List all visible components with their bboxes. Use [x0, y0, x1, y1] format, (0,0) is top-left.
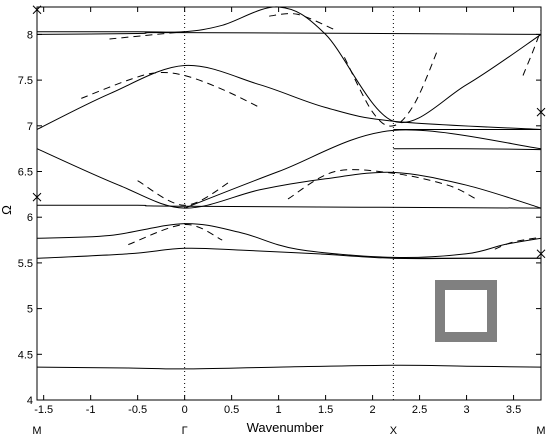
x-tick-label: 2.5 — [412, 404, 427, 416]
solid-series-line — [36, 148, 542, 209]
dashed-series-line — [343, 47, 439, 127]
inset-inner-hole — [445, 290, 487, 332]
dashed-series-line — [128, 223, 223, 246]
solid-series-line — [36, 223, 542, 259]
inset-square-frame — [435, 280, 497, 342]
x-marker — [32, 5, 42, 15]
solid-series-line — [36, 64, 542, 130]
x-axis-label: Wavenumber — [247, 420, 324, 435]
x-tick-label: 1 — [276, 404, 282, 416]
x-tick-label: 3.5 — [506, 404, 521, 416]
x-marker — [32, 192, 42, 202]
dashed-series-line — [137, 180, 232, 206]
x-tick-label: -0.5 — [128, 404, 147, 416]
tick-layer: -1.5 -1 -0.5 0 0.5 1 1.5 2 2.5 3 3.5 4 4.5 5 5.5 6 6.5 7 7… — [18, 7, 546, 437]
y-tick-label: 4.5 — [18, 349, 33, 361]
x-tick-label: 3 — [464, 404, 470, 416]
marker-layer — [32, 5, 546, 259]
x-tick-label: 1.5 — [318, 404, 333, 416]
solid-series-line — [36, 204, 542, 209]
y-tick-label: 5.5 — [18, 258, 33, 270]
symmetry-point-label: M — [536, 425, 545, 437]
solid-series-line — [393, 148, 542, 151]
dashed-series-line — [287, 169, 477, 200]
y-tick-label: 7.5 — [18, 75, 33, 87]
series-layer — [36, 6, 542, 370]
x-tick-label: 0.5 — [224, 404, 239, 416]
x-tick-label: -1 — [86, 404, 96, 416]
x-marker — [536, 249, 546, 259]
dashed-series-line — [494, 236, 542, 250]
dashed-series-line — [81, 72, 261, 108]
x-marker — [536, 107, 546, 117]
solid-series-line — [184, 129, 542, 209]
y-tick-label: 7 — [27, 121, 33, 133]
x-tick-label: 2 — [370, 404, 376, 416]
solid-series-line — [37, 6, 542, 124]
y-tick-label: 6.5 — [18, 167, 33, 179]
y-tick-label: 8 — [27, 29, 33, 41]
x-tick-label: 0 — [182, 404, 188, 416]
plot-area — [36, 6, 542, 401]
symmetry-point-label: M — [32, 425, 41, 437]
symmetry-point-label: Γ — [182, 425, 188, 437]
y-tick-label: 4 — [27, 395, 33, 407]
solid-series-line — [36, 247, 541, 260]
dashed-series-line — [522, 29, 542, 76]
symmetry-point-label: X — [390, 425, 398, 437]
plot-frame — [36, 6, 542, 401]
y-tick-label: 5 — [27, 304, 33, 316]
y-axis-label: Ω — [0, 205, 14, 215]
solid-series-line — [36, 364, 542, 370]
solid-series-line — [36, 32, 542, 35]
x-tick-label: -1.5 — [34, 404, 53, 416]
dashed-series-line — [269, 13, 336, 31]
y-tick-label: 6 — [27, 212, 33, 224]
